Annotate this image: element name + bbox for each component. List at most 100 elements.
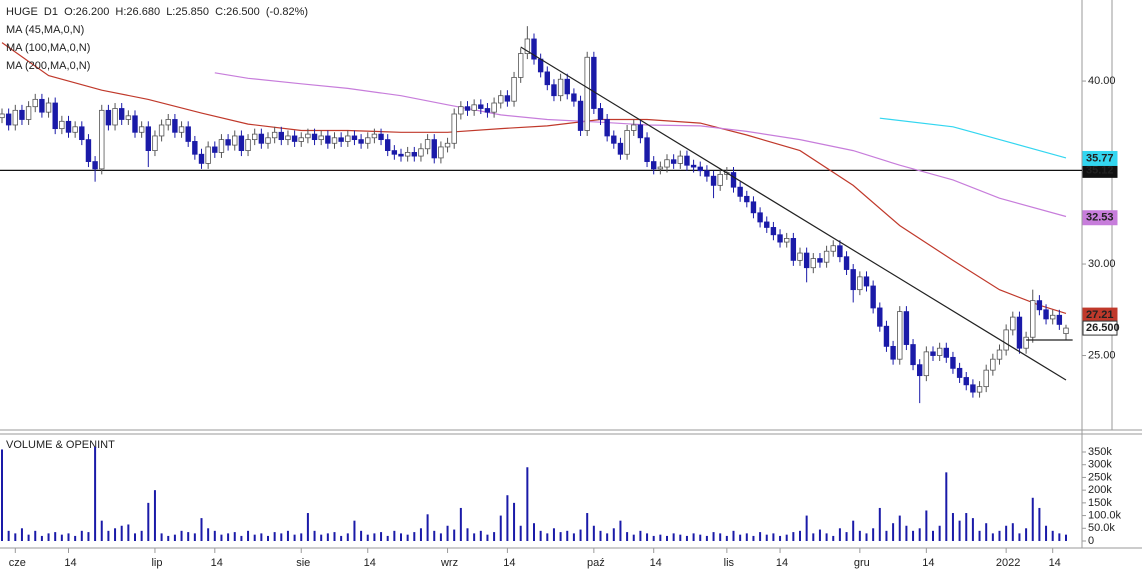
trend-line: [520, 46, 1067, 381]
candle-body: [657, 166, 664, 170]
volume-bar: [772, 533, 775, 542]
candle-body: [132, 115, 138, 133]
candle-body: [418, 148, 424, 157]
volume-bar: [739, 534, 742, 542]
candle-body: [956, 367, 963, 378]
volume-bar: [918, 528, 921, 542]
candle-body: [1063, 327, 1069, 334]
volume-bar: [632, 534, 635, 542]
candle-body: [651, 161, 657, 170]
y-tick-label: 200k: [1088, 484, 1112, 496]
volume-bar: [792, 532, 795, 542]
volume-bar: [592, 525, 595, 542]
legend-entry: MA (100,MA,0,N): [6, 42, 90, 54]
volume-bar: [812, 533, 815, 542]
volume-bar: [991, 533, 994, 542]
candle-body: [431, 139, 437, 159]
volume-bar: [353, 520, 356, 542]
volume-bar: [712, 532, 715, 542]
candle-body: [25, 106, 32, 120]
candle-body: [5, 113, 12, 126]
volume-bar: [286, 530, 289, 542]
volume-bar: [745, 533, 748, 542]
volume-bar: [938, 525, 941, 542]
volume-bar: [40, 535, 43, 542]
volume-bar: [619, 520, 622, 542]
candle-body: [810, 258, 816, 269]
price-label: 32.53: [1086, 212, 1114, 224]
volume-bar: [586, 513, 589, 542]
price-label-box: [1082, 210, 1118, 226]
volume-bar: [865, 533, 868, 542]
candle-body: [863, 276, 870, 287]
volume-bar: [167, 535, 170, 542]
candle-body: [890, 345, 896, 360]
y-tick-label: 350k: [1088, 446, 1112, 458]
volume-bar: [579, 529, 582, 542]
volume-bar: [626, 532, 629, 542]
candle-body: [936, 347, 943, 356]
price-label-box: [1082, 150, 1118, 166]
candle-body: [744, 195, 750, 203]
x-tick-label: 14: [650, 557, 662, 569]
candle-body: [165, 119, 171, 126]
candle-body: [843, 256, 850, 270]
volume-bar: [173, 534, 176, 542]
candle-body: [178, 126, 185, 133]
volume-bar: [672, 533, 675, 542]
candle-body: [837, 245, 843, 258]
volume-bar: [606, 533, 609, 542]
candle-body: [551, 84, 557, 97]
volume-bar: [546, 533, 549, 542]
volume-bar: [220, 534, 223, 542]
candle-body: [72, 126, 78, 133]
candle-body: [817, 258, 823, 263]
candle-body: [145, 126, 151, 151]
volume-bar: [80, 530, 83, 542]
candle-body: [471, 104, 477, 111]
candle-body: [411, 152, 417, 157]
volume-bar: [74, 535, 77, 542]
volume-bar: [127, 524, 130, 542]
candle-body: [617, 142, 624, 155]
volume-bar: [306, 513, 309, 542]
volume-title: VOLUME & OPENINT: [6, 439, 115, 451]
volume-bar: [187, 532, 190, 542]
candle-body: [378, 133, 384, 141]
volume-bar: [419, 528, 422, 542]
volume-bar: [27, 534, 30, 542]
volume-bar: [646, 533, 649, 542]
candle-body: [870, 285, 876, 309]
volume-bar: [14, 533, 17, 542]
volume-bar: [898, 515, 901, 542]
volume-bar: [426, 514, 429, 542]
candle-body: [278, 131, 284, 141]
candle-body: [1010, 316, 1016, 331]
volume-bar: [346, 533, 349, 542]
price-label-box: [1082, 320, 1118, 336]
volume-bar: [54, 532, 57, 542]
y-tick-label: 300k: [1088, 459, 1112, 471]
volume-bar: [1011, 523, 1014, 542]
volume-bar: [978, 530, 981, 542]
candle-body: [285, 135, 291, 141]
volume-bar: [360, 530, 363, 542]
candle-body: [311, 133, 318, 141]
volume-bar: [692, 533, 695, 542]
volume-bar: [785, 534, 788, 542]
candle-body: [923, 351, 930, 377]
volume-bar: [320, 534, 323, 542]
volume-bar: [506, 495, 509, 542]
candle-body: [950, 356, 956, 369]
volume-bar: [134, 533, 136, 542]
y-tick-label: 50.0k: [1088, 522, 1115, 534]
volume-bar: [971, 518, 974, 542]
volume-bar: [386, 535, 389, 542]
volume-bar: [892, 523, 895, 542]
candle-body: [1023, 336, 1029, 349]
candle-body: [238, 135, 245, 151]
volume-bar: [333, 532, 336, 542]
candle-body: [298, 137, 304, 142]
candle-body: [803, 252, 810, 269]
volume-bar: [380, 532, 383, 542]
